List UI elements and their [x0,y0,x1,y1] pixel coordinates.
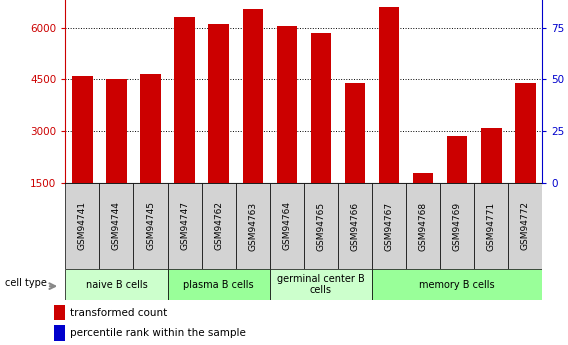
Bar [99,183,133,269]
Bar [54,325,65,341]
Bar [133,183,168,269]
Text: germinal center B
cells: germinal center B cells [277,274,365,295]
Text: plasma B cells: plasma B cells [183,280,254,289]
Bar [508,183,542,269]
Text: GSM94763: GSM94763 [248,201,257,250]
Bar [168,269,270,300]
Text: GSM94772: GSM94772 [521,201,530,250]
Bar [515,83,536,183]
Text: percentile rank within the sample: percentile rank within the sample [70,328,245,338]
Bar [72,76,93,183]
Text: GSM94769: GSM94769 [453,201,462,250]
Text: GSM94768: GSM94768 [419,201,428,250]
Bar [270,183,304,269]
Text: GSM94764: GSM94764 [282,201,291,250]
Bar [236,183,270,269]
Bar [106,79,127,183]
Bar [413,172,433,183]
Bar [406,183,440,269]
Bar [304,183,338,269]
Text: GSM94767: GSM94767 [385,201,394,250]
Bar [270,269,372,300]
Text: GSM94771: GSM94771 [487,201,496,250]
Text: GSM94762: GSM94762 [214,201,223,250]
Bar [345,83,365,183]
Bar [277,26,297,183]
Bar [481,128,502,183]
Bar [168,183,202,269]
Bar [447,136,467,183]
Bar [311,33,331,183]
Bar [208,24,229,183]
Text: GSM94744: GSM94744 [112,201,121,250]
Bar [243,9,263,183]
Bar [379,7,399,183]
Text: cell type: cell type [5,278,47,288]
Bar [202,183,236,269]
Bar [65,183,99,269]
Text: memory B cells: memory B cells [419,280,495,289]
Text: GSM94745: GSM94745 [146,201,155,250]
Bar [140,74,161,183]
Bar [372,183,406,269]
Bar [54,305,65,320]
Bar [174,17,195,183]
Text: GSM94765: GSM94765 [316,201,325,250]
Text: GSM94741: GSM94741 [78,201,87,250]
Text: GSM94747: GSM94747 [180,201,189,250]
Bar [372,269,542,300]
Bar [338,183,372,269]
Text: naive B cells: naive B cells [86,280,147,289]
Bar [440,183,474,269]
Text: transformed count: transformed count [70,308,167,318]
Bar [65,269,168,300]
Text: GSM94766: GSM94766 [350,201,360,250]
Bar [474,183,508,269]
